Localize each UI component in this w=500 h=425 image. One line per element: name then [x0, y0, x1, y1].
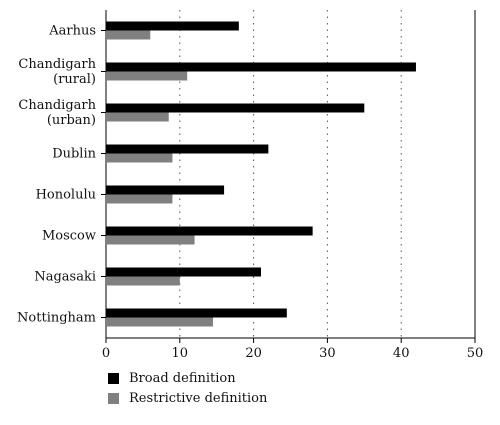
bar-restrictive — [106, 194, 173, 204]
legend-label-restrictive: Restrictive definition — [129, 390, 268, 406]
category-label: Moscow — [42, 229, 96, 244]
bar-restrictive — [106, 235, 195, 245]
category-label: Honolulu — [36, 188, 96, 203]
x-tick-label: 30 — [319, 346, 336, 361]
category-label: Dublin — [52, 147, 96, 162]
category-label: Chandigarh — [18, 98, 96, 113]
legend-label-broad: Broad definition — [129, 370, 236, 386]
bar-broad — [106, 144, 269, 154]
category-label: Chandigarh — [18, 57, 96, 72]
x-tick-label: 10 — [172, 346, 189, 361]
category-label: Nagasaki — [34, 270, 96, 285]
bar-broad — [106, 308, 287, 318]
legend-item-broad: Broad definition — [108, 368, 267, 388]
category-label: Nottingham — [17, 311, 96, 326]
bar-restrictive — [106, 30, 151, 40]
bar-broad — [106, 185, 225, 195]
category-label: (rural) — [53, 72, 96, 87]
bar-restrictive — [106, 276, 180, 286]
category-label: (urban) — [47, 113, 96, 128]
bar-broad — [106, 267, 261, 277]
x-tick-label: 40 — [393, 346, 410, 361]
bar-broad — [106, 226, 313, 236]
category-label: Aarhus — [48, 24, 96, 39]
x-tick-label: 50 — [467, 346, 484, 361]
bar-broad — [106, 103, 365, 113]
bar-restrictive — [106, 112, 169, 122]
legend-swatch-broad — [108, 372, 119, 384]
x-tick-label: 20 — [245, 346, 262, 361]
legend-item-restrictive: Restrictive definition — [108, 388, 267, 408]
bar-restrictive — [106, 71, 188, 81]
bar-broad — [106, 21, 239, 31]
x-tick-label: 0 — [102, 346, 110, 361]
bar-restrictive — [106, 153, 173, 163]
bar-broad — [106, 62, 416, 72]
legend-swatch-restrictive — [108, 392, 119, 404]
legend: Broad definition Restrictive definition — [108, 368, 267, 408]
bar-restrictive — [106, 317, 214, 327]
